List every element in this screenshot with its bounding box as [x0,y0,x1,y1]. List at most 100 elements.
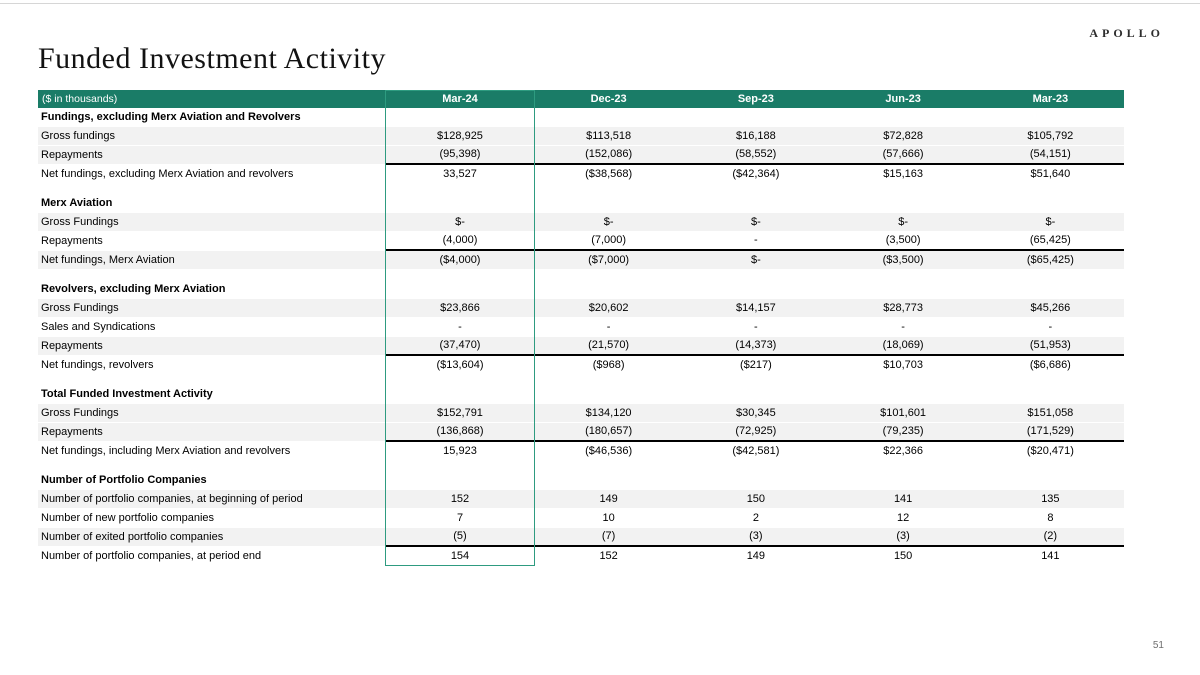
empty-cell [535,385,682,404]
cell-value: ($217) [739,359,772,371]
cell-value: - [901,321,905,333]
table-header-row: ($ in thousands) Mar-24 Dec-23 Sep-23 Jun-23… [38,90,1124,108]
cell-value: 33,527 [443,168,477,180]
cell-value: $- [976,213,1124,232]
apollo-logo: APOLLO [1089,26,1164,40]
table-row: Gross Fundings $23,866 $20,602 $14,157 $28,7… [38,299,1124,318]
cell-value: - [754,321,758,333]
cell-value: $151,058 [976,404,1124,423]
cell-value: $101,601 [829,404,977,423]
cell-value: $28,773 [829,299,977,318]
empty-cell [977,280,1124,299]
cell-value: (3,500) [829,232,977,251]
cell-value: ($38,568) [585,168,633,180]
table-row: Repayments (136,868) (180,657) (72,925) (79,… [38,423,1124,442]
empty-cell [977,385,1124,404]
unit-label: ($ in thousands) [42,92,118,105]
column-header: Mar-24 [442,92,478,105]
cell-value: 149 [535,490,683,509]
cell-value: ($968) [592,359,625,371]
cell-value: 135 [976,490,1124,509]
row-label: Net fundings, including Merx Aviation an… [41,445,291,457]
row-label: Net fundings, Merx Aviation [38,251,385,270]
cell-value: 12 [897,512,910,524]
section-heading-row: Merx Aviation [38,194,1124,213]
empty-cell [535,471,682,490]
cell-value: $23,866 [385,299,535,318]
empty-cell [977,471,1124,490]
cell-value: ($42,581) [732,445,780,457]
cell-value: (7,000) [535,232,683,251]
cell-value: 141 [1041,550,1060,562]
empty-cell [682,108,829,127]
row-label: Net fundings, revolvers [41,359,154,371]
cell-value: (57,666) [829,146,977,165]
cell-value: (152,086) [535,146,683,165]
cell-value: (3) [829,528,977,547]
cell-value: ($4,000) [385,251,535,270]
cell-value: 152 [385,490,535,509]
row-label: Repayments [38,423,385,442]
row-label: Net fundings, excluding Merx Aviation an… [41,168,294,180]
cell-value: $152,791 [385,404,535,423]
cell-value: $30,345 [682,404,830,423]
cell-value: $15,163 [883,168,923,180]
cell-value: ($20,471) [1026,445,1074,457]
cell-value: (18,069) [829,337,977,356]
section-spacer [38,461,1124,471]
cell-value: (180,657) [535,423,683,442]
row-label: Number of exited portfolio companies [38,528,385,547]
empty-cell [830,385,977,404]
table-row: Net fundings, Merx Aviation ($4,000) ($7,0… [38,251,1124,270]
cell-value: $- [385,213,535,232]
table-row: Gross Fundings $152,791 $134,120 $30,345 $10… [38,404,1124,423]
cell-value: $- [829,213,977,232]
row-label: Number of portfolio companies, at beginn… [38,490,385,509]
row-label: Number of new portfolio companies [41,512,215,524]
cell-value: - [458,321,462,333]
cell-value: (14,373) [682,337,830,356]
cell-value: $105,792 [976,127,1124,146]
cell-value: 15,923 [443,445,477,457]
cell-value: ($65,425) [976,251,1124,270]
section-heading: Total Funded Investment Activity [41,388,213,400]
funded-activity-table: ($ in thousands) Mar-24 Dec-23 Sep-23 Jun-23… [38,90,1124,566]
cell-value: 152 [599,550,618,562]
empty-cell [830,280,977,299]
cell-value: ($3,500) [829,251,977,270]
cell-value: $- [682,213,830,232]
table-row: Number of portfolio companies, at beginn… [38,490,1124,509]
empty-cell [682,280,829,299]
cell-value: (58,552) [682,146,830,165]
column-header: Jun-23 [885,92,921,105]
table-row: Number of new portfolio companies 7 10 2 12 8 [38,509,1124,528]
cell-value: (51,953) [976,337,1124,356]
cell-value: ($6,686) [1029,359,1071,371]
empty-cell [830,471,977,490]
section-spacer [38,375,1124,385]
page-number: 51 [1152,640,1164,651]
row-label: Gross Fundings [38,213,385,232]
cell-value: $51,640 [1030,168,1071,180]
cell-value: 141 [829,490,977,509]
table-row: Number of portfolio companies, at period… [38,547,1124,566]
cell-value: (72,925) [682,423,830,442]
cell-value: 150 [893,550,913,562]
cell-value: $10,703 [883,359,923,371]
cell-value: $20,602 [535,299,683,318]
column-header: Dec-23 [590,92,627,105]
cell-value: $113,518 [535,127,683,146]
cell-value: $16,188 [682,127,830,146]
cell-value: (37,470) [385,337,535,356]
row-label: Number of portfolio companies, at period… [41,550,262,562]
row-label: Repayments [38,146,385,165]
empty-cell [682,471,829,490]
cell-value: 154 [450,550,470,562]
cell-value: (95,398) [385,146,535,165]
cell-value: ($7,000) [535,251,683,270]
cell-value: (171,529) [976,423,1124,442]
empty-cell [977,194,1124,213]
table-row: Net fundings, excluding Merx Aviation an… [38,165,1124,184]
row-label: Repayments [38,337,385,356]
row-label: Gross fundings [38,127,385,146]
